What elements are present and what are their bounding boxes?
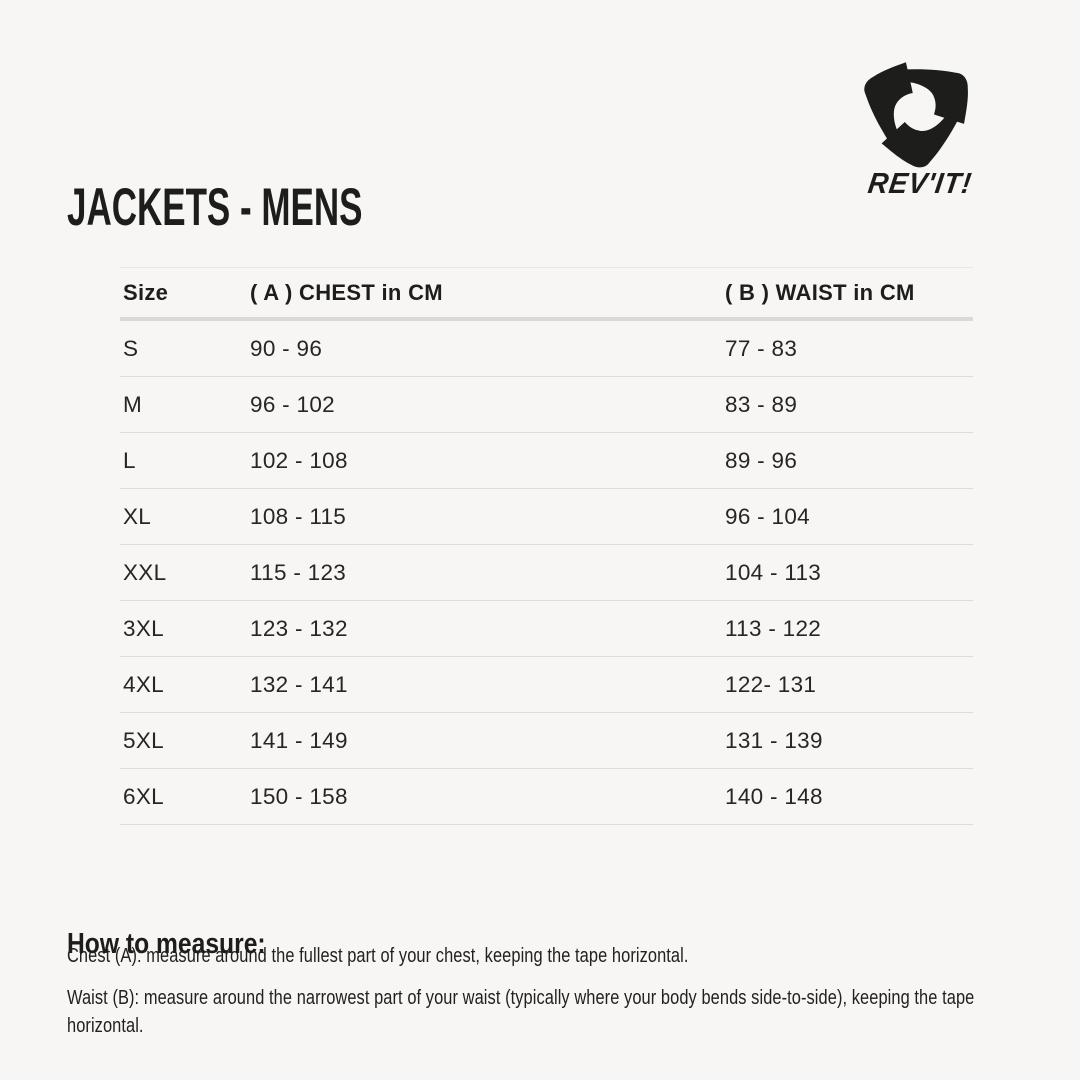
chest-cell: 141 - 149 (250, 712, 725, 769)
waist-cell: 83 - 89 (725, 376, 973, 433)
size-cell: M (120, 376, 250, 433)
waist-cell: 140 - 148 (725, 768, 973, 825)
waist-cell: 131 - 139 (725, 712, 973, 769)
size-cell: XXL (120, 544, 250, 601)
chest-cell: 90 - 96 (250, 319, 725, 377)
size-cell: 6XL (120, 768, 250, 825)
chest-cell: 123 - 132 (250, 600, 725, 657)
table-row: 5XL 141 - 149 131 - 139 (120, 712, 973, 769)
column-header-waist: ( B ) WAIST in CM (725, 267, 973, 321)
brand-wordmark: REV'IT! (866, 168, 975, 200)
column-header-chest: ( A ) CHEST in CM (250, 267, 725, 321)
size-cell: L (120, 432, 250, 489)
size-cell: S (120, 319, 250, 377)
table-header-row: Size ( A ) CHEST in CM ( B ) WAIST in CM (120, 267, 973, 321)
table-row: 6XL 150 - 158 140 - 148 (120, 768, 973, 825)
size-cell: 5XL (120, 712, 250, 769)
table-row: M 96 - 102 83 - 89 (120, 376, 973, 433)
chest-cell: 150 - 158 (250, 768, 725, 825)
measure-instruction-chest: Chest (A): measure around the fullest pa… (67, 945, 689, 967)
revit-shield-icon (864, 62, 968, 168)
brand-logo (856, 52, 976, 175)
waist-cell: 96 - 104 (725, 488, 973, 545)
waist-cell: 122- 131 (725, 656, 973, 713)
table-row: XL 108 - 115 96 - 104 (120, 488, 973, 545)
measure-instruction-waist: Waist (B): measure around the narrowest … (67, 987, 975, 1037)
waist-cell: 77 - 83 (725, 319, 973, 377)
table-row: L 102 - 108 89 - 96 (120, 432, 973, 489)
chest-cell: 108 - 115 (250, 488, 725, 545)
size-cell: XL (120, 488, 250, 545)
waist-cell: 113 - 122 (725, 600, 973, 657)
size-chart-table: Size ( A ) CHEST in CM ( B ) WAIST in CM… (120, 267, 973, 825)
table-row: 4XL 132 - 141 122- 131 (120, 656, 973, 713)
table-row: 3XL 123 - 132 113 - 122 (120, 600, 973, 657)
table-row: S 90 - 96 77 - 83 (120, 319, 973, 377)
chest-cell: 115 - 123 (250, 544, 725, 601)
column-header-size: Size (120, 267, 250, 321)
size-cell: 4XL (120, 656, 250, 713)
page-title: JACKETS - MENS (67, 177, 363, 237)
waist-cell: 104 - 113 (725, 544, 973, 601)
chest-cell: 102 - 108 (250, 432, 725, 489)
how-to-measure-heading: How to measure: (67, 928, 266, 961)
table-row: XXL 115 - 123 104 - 113 (120, 544, 973, 601)
size-cell: 3XL (120, 600, 250, 657)
chest-cell: 96 - 102 (250, 376, 725, 433)
chest-cell: 132 - 141 (250, 656, 725, 713)
waist-cell: 89 - 96 (725, 432, 973, 489)
